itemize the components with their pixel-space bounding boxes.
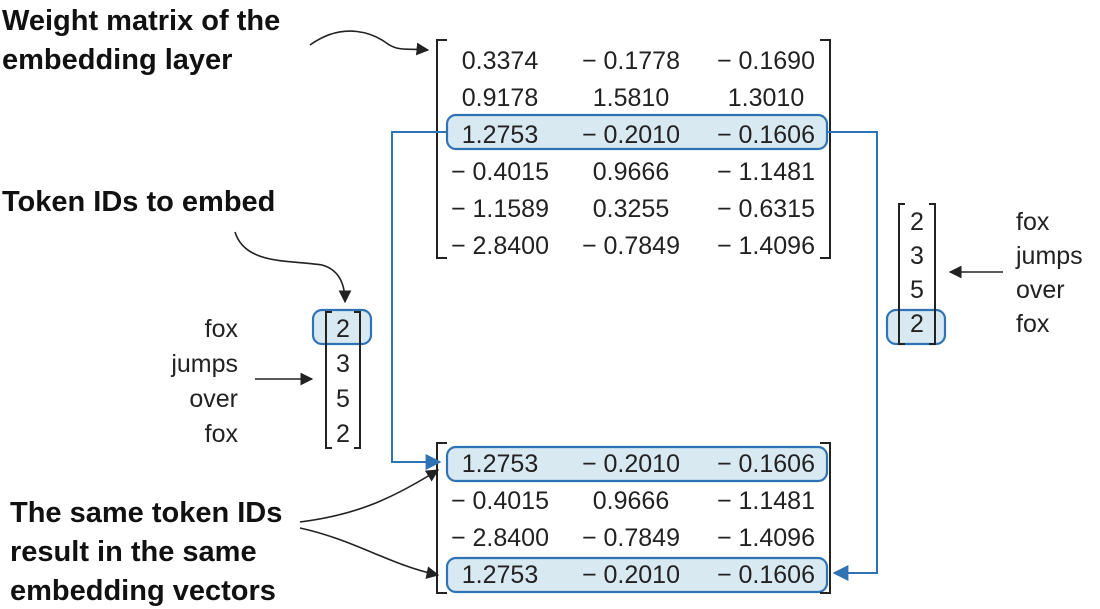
caption-to-token-ids-arrow	[234, 231, 352, 304]
weight-matrix-cell-r1-c3: − 0.1690	[717, 47, 815, 75]
output-matrix-cell-r4-c1: 1.2753	[462, 561, 538, 589]
caption-to-output-row-4-arrow	[299, 527, 440, 579]
weight-matrix-cell-r6-c3: − 1.4096	[717, 232, 815, 260]
left-token-id-highlight	[311, 308, 373, 346]
left-token-word-1: fox	[205, 315, 239, 343]
lookup-connector-to-last-output-row	[827, 131, 878, 581]
output-matrix-cell-r3-c2: − 0.7849	[582, 524, 680, 552]
same-vectors-caption-line-2: result in the same	[10, 536, 257, 568]
same-vectors-caption-line-1: The same token IDs	[10, 497, 282, 529]
left-token-id-vector: 2 3 5 2 fox jumps over fox	[170, 308, 373, 449]
right-token-id-1: 2	[910, 208, 924, 236]
output-matrix-right-bracket	[820, 442, 831, 594]
weight-matrix-cell-r2-c3: 1.3010	[728, 84, 804, 112]
weight-matrix-cell-r3-c3: − 0.1606	[717, 121, 815, 149]
right-ids-right-bracket	[929, 203, 936, 345]
output-matrix-cell-r2-c1: − 0.4015	[451, 487, 549, 515]
weight-matrix-cell-r5-c2: 0.3255	[593, 195, 669, 223]
weight-matrix-cell-r3-c2: − 0.2010	[582, 121, 680, 149]
weight-matrix-caption-line-1: Weight matrix of the	[2, 5, 280, 37]
token-ids-caption: Token IDs to embed	[2, 186, 275, 218]
weight-matrix-caption-line-2: embedding layer	[2, 44, 232, 76]
left-ids-left-bracket	[325, 311, 332, 449]
output-matrix-cell-r3-c3: − 1.4096	[717, 524, 815, 552]
output-matrix-cell-r4-c3: − 0.1606	[717, 561, 815, 589]
weight-matrix-cell-r1-c1: 0.3374	[462, 47, 539, 75]
weight-matrix-cell-r1-c2: − 0.1778	[582, 47, 680, 75]
lookup-connector-to-first-output-row	[391, 131, 447, 470]
right-token-word-1: fox	[1016, 208, 1050, 236]
output-matrix-highlight-row-1	[445, 445, 829, 483]
right-token-word-2: jumps	[1015, 242, 1083, 270]
weight-matrix-cell-r5-c1: − 1.1589	[451, 195, 549, 223]
output-matrix-left-bracket	[436, 442, 447, 594]
left-token-id-3: 5	[336, 385, 350, 413]
weight-matrix-cell-r5-c3: − 0.6315	[717, 195, 815, 223]
weight-matrix-cell-r4-c2: 0.9666	[593, 158, 669, 186]
left-token-word-3: over	[189, 385, 238, 413]
output-matrix-cell-r2-c3: − 1.1481	[717, 487, 815, 515]
weight-matrix-right-bracket	[820, 39, 831, 259]
left-token-word-4: fox	[205, 420, 239, 448]
weight-matrix-cell-r2-c2: 1.5810	[593, 84, 669, 112]
output-matrix-cell-r3-c1: − 2.8400	[451, 524, 549, 552]
output-matrix-cell-r1-c3: − 0.1606	[717, 450, 815, 478]
right-ids-left-bracket	[898, 203, 905, 345]
output-matrix-highlight-row-4	[445, 556, 829, 594]
right-token-id-vector: 2 3 5 2 fox jumps over fox	[885, 203, 1083, 346]
same-vectors-caption-line-3: embedding vectors	[10, 575, 276, 607]
output-matrix-cell-r4-c2: − 0.2010	[582, 561, 680, 589]
left-token-id-2: 3	[336, 350, 350, 378]
output-matrix-cell-r1-c2: − 0.2010	[582, 450, 680, 478]
weight-matrix-cell-r3-c1: 1.2753	[462, 121, 538, 149]
output-embedding-matrix: 1.2753 − 0.2010 − 0.1606 − 0.4015 0.9666 − 1.…	[436, 442, 831, 594]
caption-to-output-row-1-arrow	[299, 469, 440, 523]
left-token-id-4: 2	[336, 420, 350, 448]
left-token-id-1: 2	[336, 315, 350, 343]
right-token-id-highlight	[885, 308, 947, 346]
weight-matrix: 0.3374 − 0.1778 − 0.1690 0.9178 1.5810 1.3010…	[436, 39, 831, 260]
right-token-word-4: fox	[1016, 310, 1050, 338]
weight-matrix-cell-r4-c3: − 1.1481	[717, 158, 815, 186]
right-token-word-3: over	[1016, 276, 1065, 304]
weight-matrix-left-bracket	[436, 39, 447, 259]
right-token-id-3: 5	[910, 276, 924, 304]
output-matrix-cell-r2-c2: 0.9666	[593, 487, 669, 515]
right-token-id-4: 2	[910, 310, 924, 338]
left-token-word-2: jumps	[170, 350, 238, 378]
caption-to-weight-matrix-arrow	[309, 30, 430, 56]
left-ids-right-bracket	[354, 311, 361, 449]
weight-matrix-cell-r6-c2: − 0.7849	[582, 232, 680, 260]
weight-matrix-cell-r2-c1: 0.9178	[462, 84, 538, 112]
weight-matrix-cell-r6-c1: − 2.8400	[451, 232, 549, 260]
output-matrix-cell-r1-c1: 1.2753	[462, 450, 538, 478]
right-token-id-2: 3	[910, 242, 924, 270]
weight-matrix-cell-r4-c1: − 0.4015	[451, 158, 549, 186]
